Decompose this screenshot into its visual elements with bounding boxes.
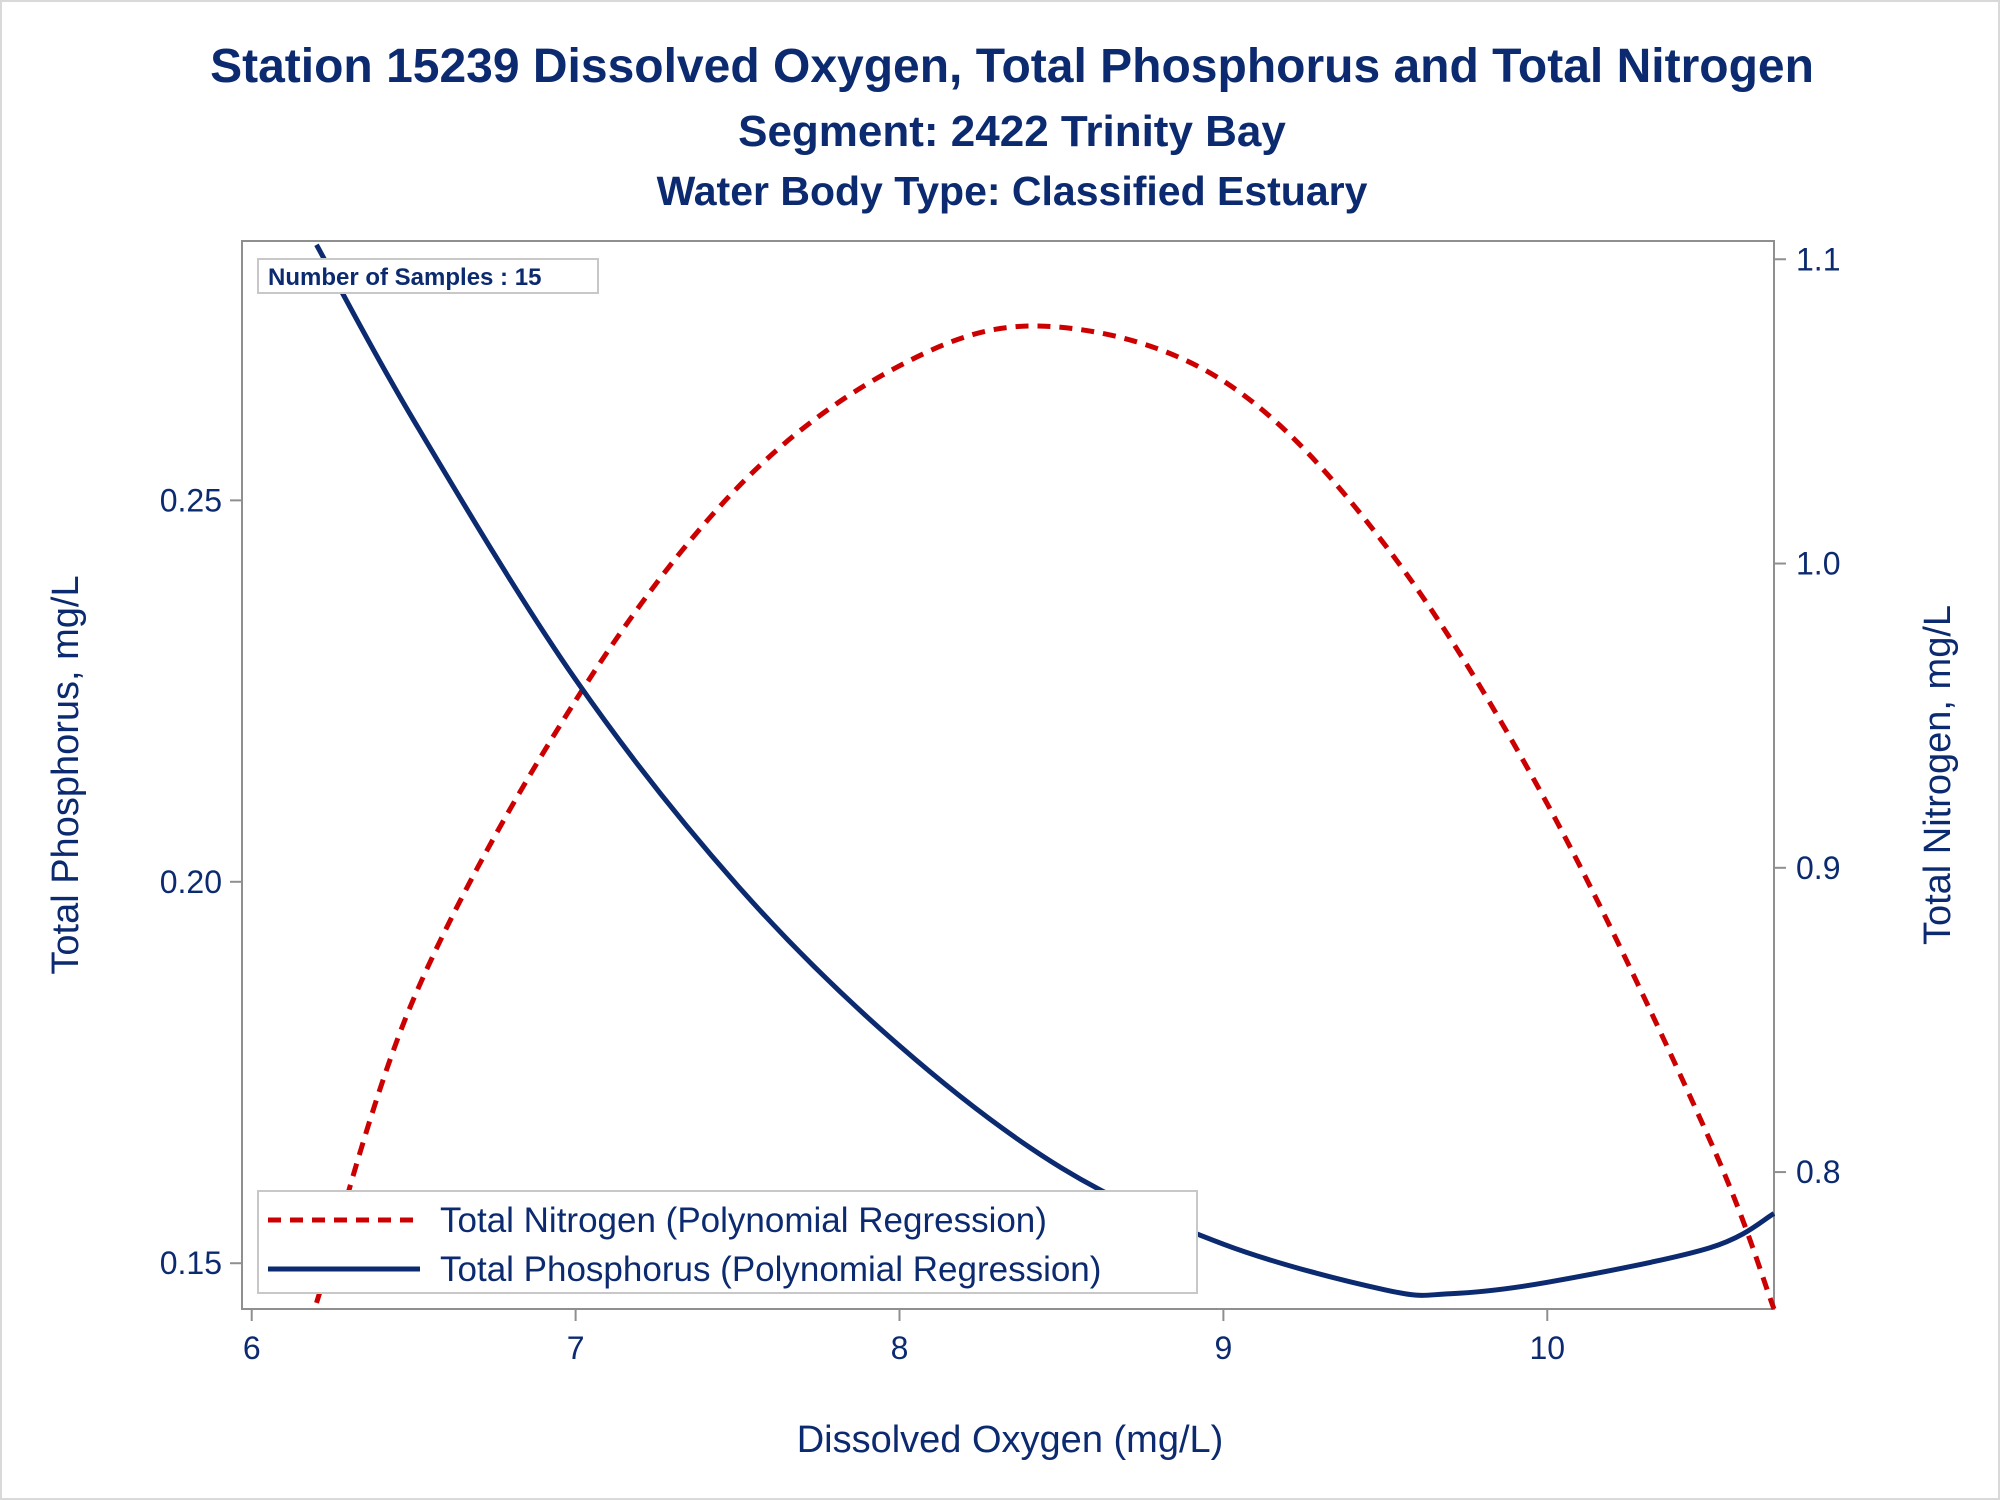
x-tick-label: 6 xyxy=(243,1330,261,1366)
x-tick-label: 9 xyxy=(1214,1330,1232,1366)
plot-area xyxy=(241,240,1775,1310)
chart-title: Station 15239 Dissolved Oxygen, Total Ph… xyxy=(210,40,1814,93)
x-tick-label: 10 xyxy=(1529,1330,1565,1366)
sample-count-box xyxy=(257,258,599,294)
series-line-nitrogen xyxy=(314,323,1777,1310)
y-right-tick-label: 1.1 xyxy=(1796,241,1840,277)
y-left-tick-label: 0.25 xyxy=(160,482,222,518)
series-line-phosphorus xyxy=(314,243,1776,1298)
y-axis-label-left: Total Phosphorus, mg/L xyxy=(45,575,87,974)
legend-label-phosphorus: Total Phosphorus (Polynomial Regression) xyxy=(440,1250,1101,1289)
x-axis-label: Dissolved Oxygen (mg/L) xyxy=(797,1419,1224,1461)
y-right-tick-label: 0.9 xyxy=(1796,850,1840,886)
y-right-tick-label: 1.0 xyxy=(1796,546,1840,582)
y-left-tick-label: 0.20 xyxy=(160,864,222,900)
series-layer xyxy=(314,243,1777,1310)
chart-subtitle: Segment: 2422 Trinity Bay xyxy=(738,107,1286,156)
y-left-tick-label: 0.15 xyxy=(160,1245,222,1281)
x-tick-label: 8 xyxy=(891,1330,909,1366)
x-tick-label: 7 xyxy=(567,1330,585,1366)
legend-label-nitrogen: Total Nitrogen (Polynomial Regression) xyxy=(440,1201,1047,1240)
axes-layer: 6 7 8 9 10 0.15 0.20 0.25 0.8 0.9 1.0 1.1 xyxy=(160,241,1841,1366)
chart-subtitle-2: Water Body Type: Classified Estuary xyxy=(657,168,1368,214)
y-axis-label-right: Total Nitrogen, mg/L xyxy=(1917,605,1959,945)
legend-box xyxy=(257,1190,1198,1294)
y-right-tick-label: 0.8 xyxy=(1796,1154,1840,1190)
sample-count-annotation: Number of Samples : 15 xyxy=(268,264,541,291)
